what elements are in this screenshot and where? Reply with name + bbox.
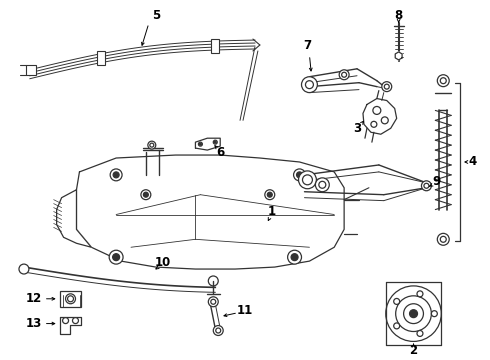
- Circle shape: [319, 181, 326, 188]
- Circle shape: [144, 192, 148, 197]
- Text: 11: 11: [237, 304, 253, 317]
- Circle shape: [386, 286, 441, 341]
- Circle shape: [265, 190, 275, 200]
- Circle shape: [113, 254, 120, 261]
- Bar: [98, 51, 105, 65]
- Circle shape: [384, 84, 389, 89]
- Polygon shape: [76, 155, 344, 269]
- Circle shape: [381, 117, 388, 124]
- Text: 13: 13: [25, 317, 42, 330]
- Circle shape: [431, 311, 437, 317]
- Bar: [60, 291, 81, 307]
- Circle shape: [141, 190, 151, 200]
- Circle shape: [198, 142, 202, 146]
- Text: 1: 1: [268, 205, 276, 218]
- Text: 6: 6: [216, 145, 224, 158]
- Circle shape: [213, 325, 223, 336]
- Circle shape: [109, 250, 123, 264]
- Circle shape: [424, 183, 429, 188]
- Circle shape: [371, 121, 377, 127]
- Circle shape: [339, 70, 349, 80]
- Text: 10: 10: [154, 256, 171, 269]
- Circle shape: [421, 181, 431, 191]
- Text: 12: 12: [25, 292, 42, 305]
- Circle shape: [296, 172, 302, 178]
- Text: 4: 4: [469, 156, 477, 168]
- Circle shape: [63, 318, 69, 324]
- Circle shape: [110, 169, 122, 181]
- Circle shape: [410, 310, 417, 318]
- Circle shape: [404, 304, 423, 324]
- Polygon shape: [363, 99, 397, 134]
- Circle shape: [294, 169, 305, 181]
- Circle shape: [373, 107, 381, 114]
- Circle shape: [301, 77, 318, 93]
- Text: 7: 7: [303, 40, 312, 53]
- Polygon shape: [395, 52, 402, 60]
- Polygon shape: [196, 138, 220, 150]
- Circle shape: [268, 192, 272, 197]
- Circle shape: [208, 276, 218, 286]
- Polygon shape: [57, 190, 91, 247]
- Circle shape: [73, 318, 78, 324]
- Circle shape: [441, 78, 446, 84]
- Circle shape: [211, 299, 216, 304]
- Circle shape: [113, 172, 119, 178]
- Text: 2: 2: [410, 344, 417, 357]
- Circle shape: [68, 296, 74, 302]
- Text: 3: 3: [353, 122, 361, 135]
- Bar: [26, 65, 36, 75]
- Circle shape: [66, 294, 75, 304]
- Circle shape: [19, 264, 29, 274]
- Circle shape: [298, 171, 317, 189]
- Circle shape: [199, 143, 201, 145]
- Circle shape: [288, 250, 301, 264]
- Polygon shape: [60, 317, 81, 334]
- Circle shape: [216, 328, 220, 333]
- Circle shape: [148, 141, 156, 149]
- Circle shape: [441, 236, 446, 242]
- Bar: [211, 39, 219, 53]
- Circle shape: [396, 296, 431, 332]
- Circle shape: [302, 175, 313, 185]
- Text: 5: 5: [151, 9, 160, 22]
- Circle shape: [342, 72, 346, 77]
- Circle shape: [208, 297, 218, 307]
- Circle shape: [437, 233, 449, 245]
- Text: 8: 8: [394, 9, 403, 22]
- Circle shape: [316, 178, 329, 192]
- Circle shape: [382, 82, 392, 91]
- Circle shape: [214, 141, 216, 143]
- Circle shape: [437, 75, 449, 87]
- Circle shape: [417, 291, 423, 297]
- Circle shape: [393, 323, 400, 329]
- Circle shape: [417, 330, 423, 337]
- Text: 9: 9: [432, 175, 441, 188]
- Circle shape: [150, 143, 154, 147]
- Circle shape: [393, 298, 400, 305]
- Circle shape: [305, 81, 314, 89]
- Circle shape: [213, 140, 217, 144]
- Circle shape: [291, 254, 298, 261]
